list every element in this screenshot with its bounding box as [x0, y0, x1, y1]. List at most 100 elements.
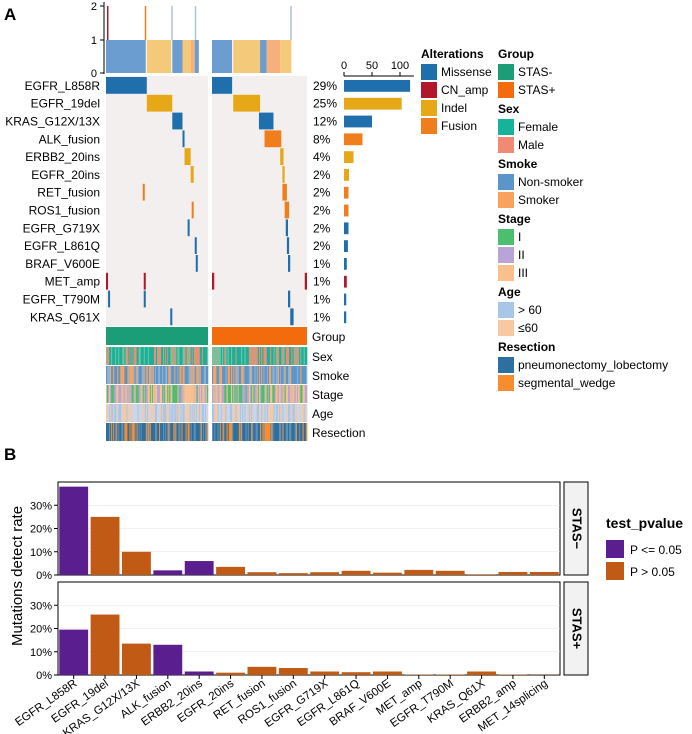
- track-cell: [187, 347, 189, 365]
- track-cell: [192, 423, 195, 441]
- track-cell: [233, 385, 235, 403]
- track-cell: [124, 366, 126, 384]
- track-cell: [234, 366, 236, 384]
- track-cell: [115, 423, 117, 441]
- track-cell: [256, 385, 259, 403]
- track-cell: [273, 366, 275, 384]
- track-cell: [195, 404, 198, 422]
- legend-sig: P <= 0.05: [630, 543, 682, 557]
- track-cell: [233, 404, 235, 422]
- track-cell: [202, 385, 205, 403]
- bar-1-7: [278, 668, 308, 675]
- track-cell: [225, 347, 227, 365]
- track-cell: [247, 347, 250, 365]
- track-cell: [214, 404, 216, 422]
- onco-cell-13-pos: [290, 308, 294, 326]
- track-cell: [193, 423, 196, 441]
- track-cell: [113, 385, 115, 403]
- track-cell: [124, 347, 126, 365]
- track-cell: [138, 347, 140, 365]
- gene-label: BRAF_V600E: [25, 257, 100, 271]
- track-cell: [113, 404, 115, 422]
- track-cell: [165, 347, 167, 365]
- track-cell: [226, 347, 228, 365]
- bar-0-14: [498, 571, 528, 575]
- track-cell: [160, 423, 162, 441]
- track-cell: [150, 404, 153, 422]
- track-cell: [264, 423, 266, 441]
- track-cell: [213, 423, 215, 441]
- track-cell: [236, 366, 239, 384]
- track-cell: [202, 423, 205, 441]
- track-cell: [253, 366, 255, 384]
- track-cell: [228, 366, 231, 384]
- facet-panels: 0% 10% 20% 30% STAS− 0% 10% 20% 30% STAS+: [30, 481, 589, 682]
- track-cell: [300, 385, 302, 403]
- track-cell: [199, 385, 202, 403]
- track-cell: [187, 423, 189, 441]
- track-cell: [153, 404, 156, 422]
- track-cell: [106, 385, 108, 403]
- percent-label: 2%: [313, 168, 331, 182]
- burden-bar: [233, 40, 261, 73]
- track-cell: [110, 385, 112, 403]
- track-cell: [301, 404, 303, 422]
- track-cell: [302, 423, 304, 441]
- track-cell: [152, 385, 155, 403]
- top-axis-tick-2: 2: [91, 1, 97, 13]
- onco-cell-11-neg: [106, 272, 109, 290]
- track-cell: [236, 423, 239, 441]
- track-cell: [161, 385, 163, 403]
- track-cell: [132, 423, 134, 441]
- track-cell: [294, 385, 297, 403]
- track-cell: [302, 347, 304, 365]
- track-cell: [228, 347, 231, 365]
- track-cell: [125, 423, 127, 441]
- track-cell: [124, 404, 126, 422]
- track-cell: [111, 404, 113, 422]
- track-cell: [232, 404, 234, 422]
- track-cell: [261, 423, 263, 441]
- track-cell: [255, 423, 258, 441]
- track-cell: [182, 404, 184, 422]
- track-cell: [250, 423, 252, 441]
- track-cell: [295, 366, 298, 384]
- freq-bar: [344, 275, 347, 288]
- bar-1-6: [247, 666, 277, 675]
- track-cell: [197, 423, 200, 441]
- track-cell: [303, 347, 306, 365]
- track-cell: [261, 347, 263, 365]
- track-cell: [254, 385, 256, 403]
- track-cell: [184, 423, 186, 441]
- track-cell: [246, 404, 249, 422]
- track-cell: [173, 366, 175, 384]
- onco-cell-2-pos: [258, 112, 274, 130]
- track-cell: [206, 423, 209, 441]
- track-cell: [197, 385, 200, 403]
- onco-cell-9-neg: [194, 237, 197, 254]
- track-cell: [160, 347, 162, 365]
- track-cell: [134, 404, 136, 422]
- track-cell: [284, 423, 287, 441]
- onco-cell-12-neg: [143, 290, 146, 308]
- track-cell: [128, 347, 130, 365]
- track-cell: [110, 404, 112, 422]
- track-cell: [191, 385, 193, 403]
- panel-b-ylabel: Mutations detect rate: [9, 506, 26, 646]
- track-cell: [285, 423, 288, 441]
- track-cell: [151, 347, 154, 365]
- track-cell: [245, 385, 247, 403]
- track-cell: [189, 347, 191, 365]
- track-cell: [213, 404, 215, 422]
- track-cell: [237, 385, 240, 403]
- gene-label: ROS1_fusion: [29, 204, 100, 218]
- track-cell: [265, 404, 268, 422]
- percent-label: 1%: [313, 275, 331, 289]
- track-cell: [190, 423, 192, 441]
- freq-bar: [344, 151, 354, 163]
- frequency-axis: 0 50 100: [341, 60, 414, 77]
- track-cell: [262, 366, 264, 384]
- track-cell: [168, 347, 170, 365]
- burden-bar: [194, 40, 199, 73]
- track-cell: [183, 366, 185, 384]
